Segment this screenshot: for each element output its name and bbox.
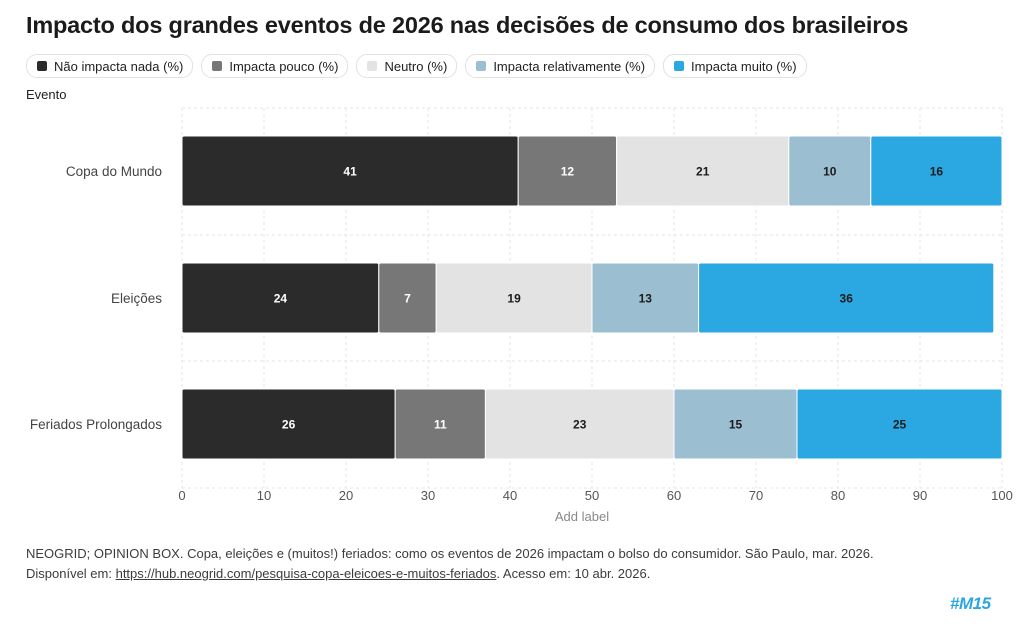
bar-segment [870, 135, 1003, 207]
x-tick-label: 30 [421, 488, 435, 503]
source-link[interactable]: https://hub.neogrid.com/pesquisa-copa-el… [115, 566, 497, 581]
data-label: 11 [434, 418, 447, 432]
source-line-2: Disponível em: https://hub.neogrid.com/p… [26, 564, 1006, 584]
data-label: 36 [840, 292, 854, 306]
data-label: 24 [274, 292, 288, 306]
legend: Não impacta nada (%) Impacta pouco (%) N… [26, 54, 807, 78]
legend-item-impacta-pouco[interactable]: Impacta pouco (%) [201, 54, 349, 78]
legend-swatch [367, 61, 378, 71]
legend-item-impacta-muito[interactable]: Impacta muito (%) [663, 54, 807, 78]
x-axis-title: Add label [555, 509, 609, 524]
legend-item-neutro[interactable]: Neutro (%) [356, 54, 458, 78]
category-label: Feriados Prolongados [30, 417, 162, 432]
legend-label: Impacta relativamente (%) [493, 58, 646, 74]
data-label: 23 [573, 418, 587, 432]
legend-label: Neutro (%) [384, 58, 448, 74]
x-tick-label: 60 [667, 488, 681, 503]
legend-item-impacta-relativamente[interactable]: Impacta relativamente (%) [465, 54, 656, 78]
brand-logo: #M15 [950, 594, 991, 613]
legend-item-nao-impacta-nada[interactable]: Não impacta nada (%) [26, 54, 194, 78]
source-suffix: . Acesso em: 10 abr. 2026. [496, 566, 651, 581]
x-tick-label: 50 [585, 488, 599, 503]
legend-label: Não impacta nada (%) [54, 58, 184, 74]
source-line-1: NEOGRID; OPINION BOX. Copa, eleições e (… [26, 546, 874, 561]
data-label: 26 [282, 418, 296, 432]
data-label: 21 [696, 165, 710, 179]
y-axis-title: Evento [26, 87, 67, 102]
x-tick-label: 100 [991, 488, 1013, 503]
legend-swatch [212, 61, 223, 71]
x-tick-label: 80 [831, 488, 845, 503]
x-tick-label: 0 [178, 488, 185, 503]
legend-swatch [674, 61, 685, 71]
data-label: 10 [823, 165, 837, 179]
data-label: 15 [729, 418, 743, 432]
category-label: Copa do Mundo [66, 164, 162, 179]
source-citation: NEOGRID; OPINION BOX. Copa, eleições e (… [26, 544, 1006, 584]
data-label: 41 [343, 165, 357, 179]
bar-chart: 41 12 21 10 16 Copa do Mundo 24 7 19 13 36 Eleições… [30, 107, 1013, 524]
data-label: 7 [404, 292, 411, 306]
chart-title: Impacto dos grandes eventos de 2026 nas … [26, 12, 909, 38]
x-tick-label: 70 [749, 488, 763, 503]
x-tick-label: 10 [257, 488, 271, 503]
data-label: 19 [507, 292, 521, 306]
legend-label: Impacta pouco (%) [229, 58, 339, 74]
data-label: 12 [561, 165, 575, 179]
bar-segment [698, 262, 995, 334]
legend-swatch [476, 61, 487, 71]
data-label: 25 [893, 418, 907, 432]
source-prefix: Disponível em: [26, 566, 116, 581]
x-tick-label: 20 [339, 488, 353, 503]
bar-segment [796, 388, 1003, 460]
data-label: 16 [930, 165, 944, 179]
x-tick-label: 90 [913, 488, 927, 503]
legend-label: Impacta muito (%) [691, 58, 797, 74]
x-tick-label: 40 [503, 488, 517, 503]
data-label: 13 [639, 292, 653, 306]
legend-swatch [37, 61, 47, 71]
category-label: Eleições [111, 291, 162, 306]
